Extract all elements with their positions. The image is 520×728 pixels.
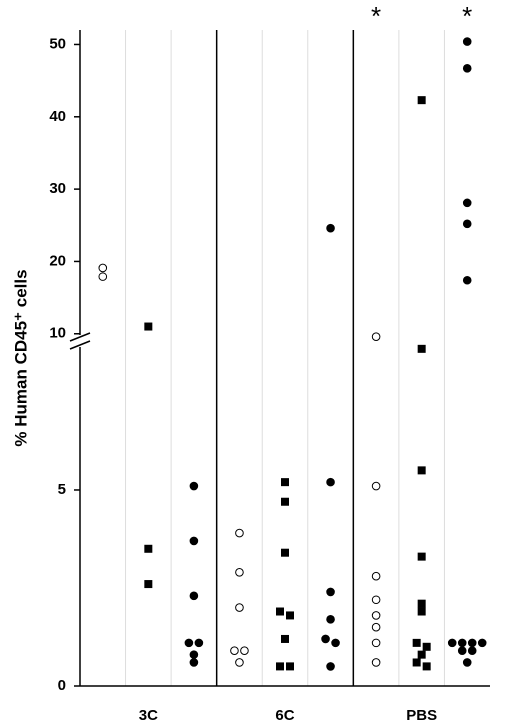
data-point [371,571,381,581]
data-point [462,275,472,285]
data-point [230,646,239,656]
data-point [194,638,204,648]
data-point [447,638,457,648]
data-point [462,37,472,46]
data-point [477,638,487,648]
y-tick-label: 40 [49,108,66,125]
data-point [422,642,431,651]
data-point [417,466,426,475]
data-point [467,646,477,656]
data-point [462,64,472,73]
y-tick-label: 10 [49,325,66,342]
y-tick-label: 30 [49,180,66,197]
data-point [462,658,472,667]
data-point [189,481,199,491]
y-tick-label: 50 [49,35,66,52]
annotation: * [371,1,381,31]
y-tick-label: 0 [58,677,66,694]
data-point [235,658,244,667]
data-point [417,607,426,616]
data-point [417,96,426,105]
data-point [417,344,426,353]
data-point [281,497,289,506]
data-point [462,198,472,208]
data-point [240,646,249,656]
data-point [457,646,467,656]
data-point [371,622,381,632]
data-point [98,263,108,273]
data-point [371,638,381,648]
data-point [371,481,381,491]
data-point [422,662,431,671]
data-point [326,223,335,233]
data-point [371,658,381,667]
y-tick-label: 20 [49,252,66,269]
data-point [462,219,472,229]
data-point [281,548,289,557]
data-point [235,528,244,538]
y-axis-label: % Human CD45⁺ cells [11,269,30,446]
data-point [235,568,244,577]
data-point [189,591,199,601]
y-tick-label: 5 [58,481,66,498]
data-point [98,272,108,281]
data-point [412,658,421,667]
data-point [281,478,289,487]
data-point [417,599,426,608]
data-point [371,332,381,341]
data-point [276,662,284,671]
data-point [189,658,199,667]
data-point [286,611,294,620]
data-point [281,634,289,643]
data-point [417,650,426,659]
data-point [189,536,199,546]
x-group-label: 3C [139,707,158,724]
data-point [412,638,421,647]
data-point [371,611,381,620]
data-point [286,662,294,671]
data-point [326,615,335,624]
data-point [331,638,340,648]
x-group-label: PBS [406,707,437,724]
data-point [144,322,153,331]
data-point [189,650,199,659]
x-group-label: 6C [275,707,294,724]
data-point [321,634,330,644]
data-point [235,603,244,612]
data-point [276,607,284,616]
data-point [144,544,153,553]
data-point [467,638,477,648]
data-point [184,638,194,648]
axis-break [69,332,91,342]
data-point [371,595,381,605]
data-point [144,580,153,589]
data-point [326,587,335,597]
data-point [457,638,467,648]
data-point [326,477,335,487]
annotation: * [462,1,472,31]
axis-break [69,340,91,350]
data-point [417,552,426,561]
data-point [326,662,335,671]
